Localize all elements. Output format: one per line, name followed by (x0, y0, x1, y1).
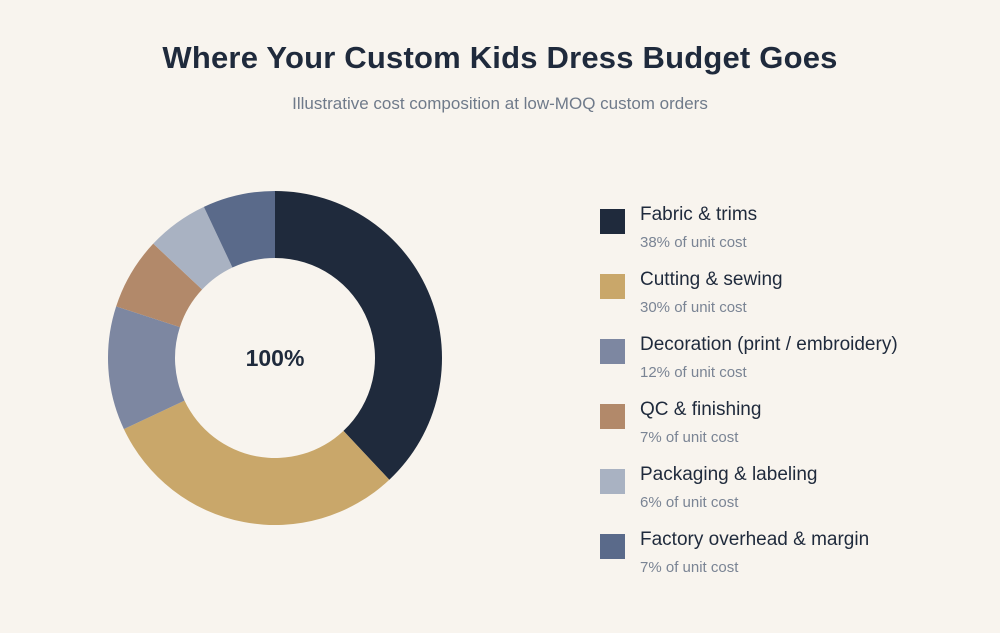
donut-chart: 100% (108, 191, 443, 525)
legend-detail: 7% of unit cost (640, 429, 739, 446)
legend-swatch (600, 534, 625, 559)
legend-label: QC & finishing (640, 399, 762, 420)
legend-swatch (600, 209, 625, 234)
donut-slice (108, 306, 185, 430)
legend-item: Cutting & sewing 30% of unit cost (600, 265, 990, 330)
legend-item: QC & finishing 7% of unit cost (600, 395, 990, 460)
legend: Fabric & trims 38% of unit cost Cutting & … (600, 200, 990, 590)
donut-slices (108, 191, 443, 525)
legend-swatch (600, 404, 625, 429)
legend-item: Decoration (print / embroidery) 12% of un… (600, 330, 990, 395)
legend-swatch (600, 469, 625, 494)
legend-swatch (600, 339, 625, 364)
chart-title: Where Your Custom Kids Dress Budget Goes (162, 40, 838, 75)
legend-detail: 7% of unit cost (640, 559, 739, 576)
legend-label: Decoration (print / embroidery) (640, 334, 898, 355)
donut-slice (153, 206, 233, 290)
legend-item: Fabric & trims 38% of unit cost (600, 200, 990, 265)
donut-slice (275, 191, 443, 480)
legend-detail: 12% of unit cost (640, 364, 747, 381)
donut-slice (123, 400, 390, 525)
legend-detail: 38% of unit cost (640, 234, 747, 251)
legend-label: Factory overhead & margin (640, 529, 870, 550)
donut-slice (203, 191, 275, 268)
legend-item: Factory overhead & margin 7% of unit cost (600, 525, 990, 590)
legend-label: Packaging & labeling (640, 464, 818, 485)
legend-detail: 6% of unit cost (640, 494, 739, 511)
legend-detail: 30% of unit cost (640, 299, 747, 316)
chart-subtitle: Illustrative cost composition at low-MOQ… (292, 94, 708, 113)
legend-swatch (600, 274, 625, 299)
donut-center-label: 100% (246, 345, 305, 371)
legend-item: Packaging & labeling 6% of unit cost (600, 460, 990, 525)
legend-label: Fabric & trims (640, 204, 758, 225)
donut-slice (116, 243, 203, 328)
legend-label: Cutting & sewing (640, 269, 783, 290)
